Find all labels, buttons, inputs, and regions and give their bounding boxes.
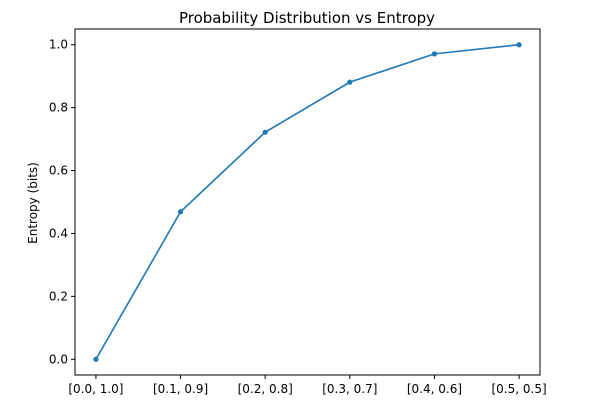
- y-axis-label: Entropy (bits): [26, 162, 40, 244]
- x-tick-label: [0.0, 1.0]: [68, 382, 123, 396]
- x-tick-label: [0.1, 0.9]: [153, 382, 208, 396]
- series-group: [93, 42, 522, 362]
- data-point: [177, 209, 184, 215]
- data-point: [347, 79, 353, 85]
- y-tick-label: 0.2: [49, 289, 68, 303]
- plot-frame: [74, 28, 541, 376]
- x-tick-label: [0.4, 0.6]: [407, 382, 462, 396]
- data-point: [431, 51, 438, 57]
- y-tick-label: 0.6: [49, 164, 68, 178]
- data-point: [516, 42, 522, 48]
- chart-title: Probability Distribution vs Entropy: [179, 9, 435, 27]
- x-tick-label: [0.5, 0.5]: [491, 382, 546, 396]
- data-point: [262, 129, 268, 135]
- series-line: [95, 43, 520, 360]
- y-tick-label: 1.0: [49, 38, 68, 52]
- x-axis: [0.0, 1.0] [0.1, 0.9] [0.2, 0.8] [0.3, 0.7]…: [68, 375, 547, 396]
- y-tick-label: 0.0: [49, 352, 68, 366]
- y-axis: 0.0 0.2 0.4 0.6 0.8 1.0: [49, 38, 75, 366]
- y-tick-label: 0.8: [49, 101, 68, 115]
- x-tick-label: [0.3, 0.7]: [322, 382, 377, 396]
- data-point: [93, 356, 99, 362]
- x-tick-label: [0.2, 0.8]: [238, 382, 293, 396]
- y-tick-label: 0.4: [49, 226, 68, 240]
